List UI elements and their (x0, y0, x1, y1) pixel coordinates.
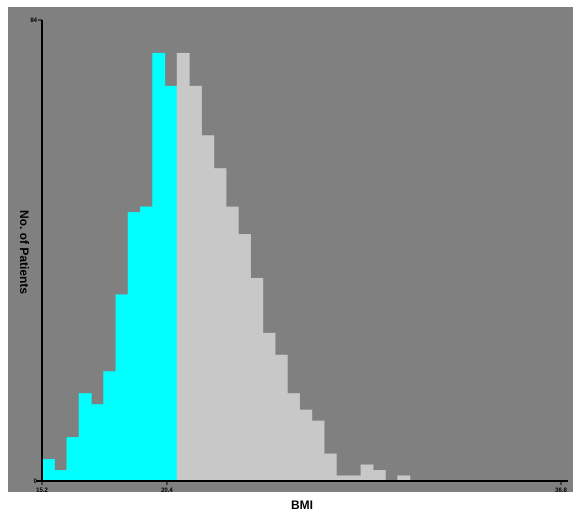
histogram-bar (66, 437, 80, 481)
histogram-bar (152, 52, 166, 482)
histogram-bar (189, 85, 202, 481)
histogram-bar (115, 294, 129, 481)
histogram-bar (311, 420, 325, 481)
bars-group (42, 52, 411, 482)
ticks-group: 15.2 20.4 36.8 0 84 (30, 18, 567, 494)
x-axis-label: BMI (291, 498, 313, 512)
x-tick-label: 15.2 (36, 488, 48, 494)
y-axis-label: No. of Patients (17, 210, 31, 294)
histogram-bar (225, 206, 239, 481)
histogram-bar (397, 475, 411, 481)
histogram-bar (201, 135, 215, 481)
histogram-bar (238, 234, 251, 481)
histogram-bar (360, 464, 374, 481)
histogram-bar (348, 475, 362, 481)
histogram-bar (140, 206, 153, 481)
histogram-bar (250, 277, 264, 481)
y-tick-label: 84 (30, 18, 37, 24)
histogram-bar (372, 470, 386, 481)
histogram-bar (274, 354, 288, 481)
x-tick-label: 36.8 (555, 488, 567, 494)
histogram-bar (91, 404, 104, 481)
histogram-bar (176, 52, 190, 482)
x-tick-label: 20.4 (161, 488, 173, 494)
histogram-bar (299, 409, 313, 481)
histogram-bar (54, 470, 68, 481)
histogram-bar (164, 85, 178, 481)
histogram-bar (213, 168, 227, 481)
histogram-bar (42, 459, 55, 481)
histogram-bar (287, 393, 300, 481)
histogram-bar (336, 475, 349, 481)
histogram-bar (127, 212, 141, 482)
histogram-bar (103, 371, 117, 481)
y-tick-label: 0 (34, 479, 38, 485)
histogram-bar (323, 453, 337, 481)
histogram-bar (262, 332, 276, 481)
histogram-bar (78, 393, 92, 481)
